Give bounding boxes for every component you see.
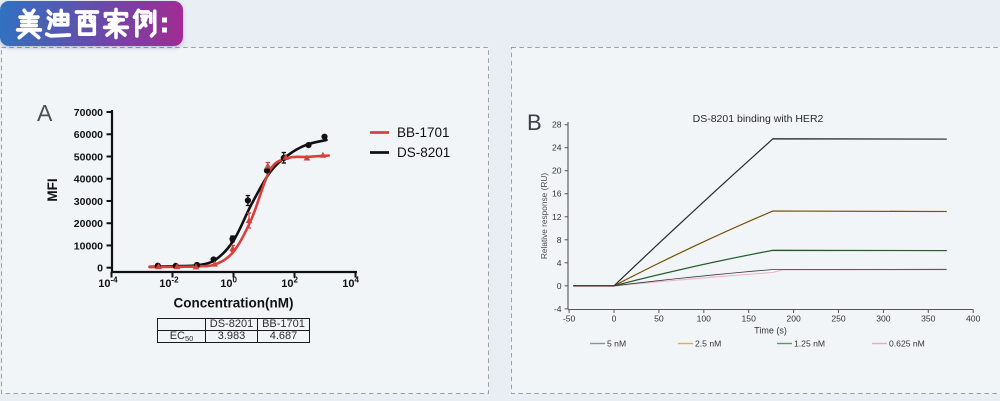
- svg-text:10: 10: [159, 278, 171, 290]
- svg-text:-50: -50: [563, 314, 576, 324]
- svg-text:12: 12: [552, 212, 562, 222]
- svg-text:DS-8201 binding with HER2: DS-8201 binding with HER2: [693, 113, 824, 125]
- svg-text:30000: 30000: [74, 196, 103, 208]
- svg-text:70000: 70000: [74, 107, 103, 119]
- svg-text:-4: -4: [111, 276, 119, 285]
- svg-text:10: 10: [342, 278, 354, 290]
- svg-text:2.5 nM: 2.5 nM: [695, 339, 721, 349]
- svg-text:400: 400: [966, 314, 981, 324]
- svg-text:Relative response (RU): Relative response (RU): [539, 173, 549, 259]
- svg-text:0: 0: [612, 314, 617, 324]
- svg-text:1.25 nM: 1.25 nM: [794, 339, 825, 349]
- svg-text:200: 200: [786, 314, 801, 324]
- svg-text:DS-8201: DS-8201: [397, 145, 450, 160]
- svg-text:B: B: [527, 110, 542, 135]
- svg-text:50: 50: [654, 314, 664, 324]
- svg-text:60000: 60000: [74, 129, 103, 141]
- svg-text:16: 16: [552, 189, 562, 199]
- svg-text:Concentration(nM): Concentration(nM): [174, 296, 294, 311]
- svg-text:MFI: MFI: [45, 178, 60, 201]
- svg-text:150: 150: [742, 314, 757, 324]
- svg-text:10000: 10000: [74, 240, 103, 252]
- svg-text:50000: 50000: [74, 151, 103, 163]
- svg-text:300: 300: [876, 314, 891, 324]
- svg-text:BB-1701: BB-1701: [397, 125, 450, 140]
- svg-text:100: 100: [697, 314, 712, 324]
- svg-text:0: 0: [557, 281, 562, 291]
- svg-text:40000: 40000: [74, 174, 103, 186]
- svg-text:24: 24: [552, 143, 562, 153]
- svg-text:A: A: [37, 100, 53, 126]
- svg-text:350: 350: [921, 314, 936, 324]
- svg-text:0: 0: [233, 276, 238, 285]
- svg-text:-2: -2: [172, 276, 180, 285]
- svg-text:10: 10: [281, 278, 293, 290]
- svg-text:20: 20: [552, 166, 562, 176]
- svg-text:-4: -4: [554, 304, 562, 314]
- svg-text:28: 28: [552, 120, 562, 130]
- svg-text:5 nM: 5 nM: [607, 339, 626, 349]
- svg-text:10: 10: [98, 278, 110, 290]
- svg-text:20000: 20000: [74, 218, 103, 230]
- svg-text:4: 4: [355, 276, 360, 285]
- svg-text:0: 0: [97, 263, 103, 275]
- svg-text:10: 10: [220, 278, 232, 290]
- svg-text:2: 2: [294, 276, 299, 285]
- svg-text:0.625 nM: 0.625 nM: [889, 339, 925, 349]
- svg-text:4: 4: [557, 258, 562, 268]
- svg-text:8: 8: [557, 235, 562, 245]
- svg-text:Time (s): Time (s): [754, 326, 787, 336]
- svg-text:250: 250: [831, 314, 846, 324]
